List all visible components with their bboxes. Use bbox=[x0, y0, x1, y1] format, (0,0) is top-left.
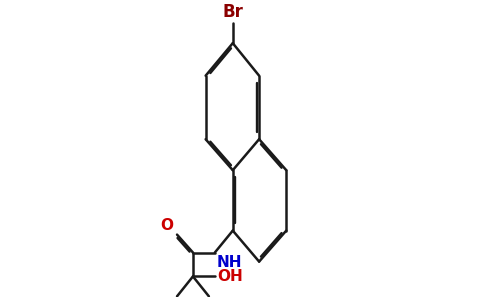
Text: O: O bbox=[160, 218, 173, 232]
Text: OH: OH bbox=[217, 269, 242, 284]
Text: Br: Br bbox=[222, 3, 243, 21]
Text: NH: NH bbox=[217, 254, 242, 269]
